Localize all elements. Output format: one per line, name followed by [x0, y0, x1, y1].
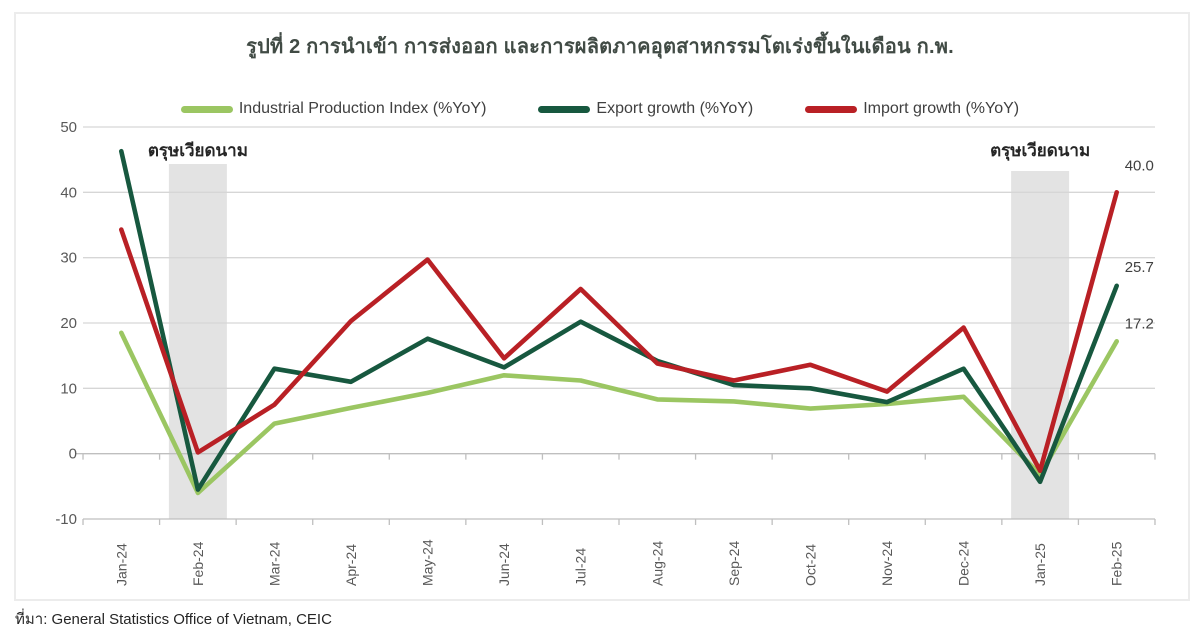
x-tick-label: Nov-24: [879, 541, 895, 586]
x-tick-label: Jan-24: [113, 543, 129, 586]
x-tick-label: Apr-24: [343, 544, 359, 586]
legend-item-ipi: Industrial Production Index (%YoY): [180, 100, 487, 118]
chart-title: รูปที่ 2 การนำเข้า การส่งออก และการผลิตภ…: [246, 36, 954, 58]
x-tick-label: Dec-24: [956, 541, 972, 586]
legend-item-import: Import growth (%YoY): [805, 100, 1019, 118]
x-tick-label: Sep-24: [726, 541, 742, 586]
line-export: [119, 148, 1119, 492]
y-tick-label: 30: [60, 250, 77, 267]
x-tick-label: Mar-24: [266, 541, 282, 586]
x-tick-label: Jun-24: [496, 543, 512, 586]
tet-band: [168, 164, 227, 519]
x-tick-label: Jul-24: [573, 548, 589, 586]
x-tick-label: Oct-24: [802, 544, 818, 586]
legend-label-import: Import growth (%YoY): [863, 100, 1020, 117]
line-ipi: [119, 330, 1119, 496]
legend-label-export: Export growth (%YoY): [596, 100, 754, 117]
legend-item-export: Export growth (%YoY): [538, 100, 753, 118]
end-value-label: 17.2: [1125, 315, 1154, 332]
tet-band: [1011, 171, 1070, 519]
x-tick-label: May-24: [420, 539, 436, 586]
tet-annotation: ตรุษเวียดนาม: [990, 140, 1090, 161]
x-tick-label: Aug-24: [649, 541, 665, 586]
end-value-label: 40.0: [1125, 157, 1154, 174]
import-line-swatch-icon: [805, 105, 858, 113]
line-import: [119, 190, 1119, 474]
y-tick-label: 20: [60, 315, 77, 332]
end-value-label: 25.7: [1125, 259, 1154, 276]
y-tick-label: 10: [60, 380, 77, 397]
source-note: ที่มา: General Statistics Office of Viet…: [15, 611, 332, 628]
y-tick-label: -10: [55, 511, 77, 528]
legend: Industrial Production Index (%YoY) Expor…: [0, 100, 1200, 118]
x-tick-label: Jan-25: [1032, 543, 1048, 586]
x-tick-label: Feb-24: [190, 541, 206, 586]
tet-annotation: ตรุษเวียดนาม: [148, 140, 248, 161]
y-tick-label: 0: [69, 446, 77, 463]
legend-label-ipi: Industrial Production Index (%YoY): [238, 100, 487, 117]
ipi-line-swatch-icon: [180, 105, 233, 113]
y-tick-label: 40: [60, 184, 77, 201]
x-tick-label: Feb-25: [1109, 541, 1125, 586]
export-line-swatch-icon: [538, 105, 591, 113]
y-tick-label: 50: [60, 119, 77, 136]
